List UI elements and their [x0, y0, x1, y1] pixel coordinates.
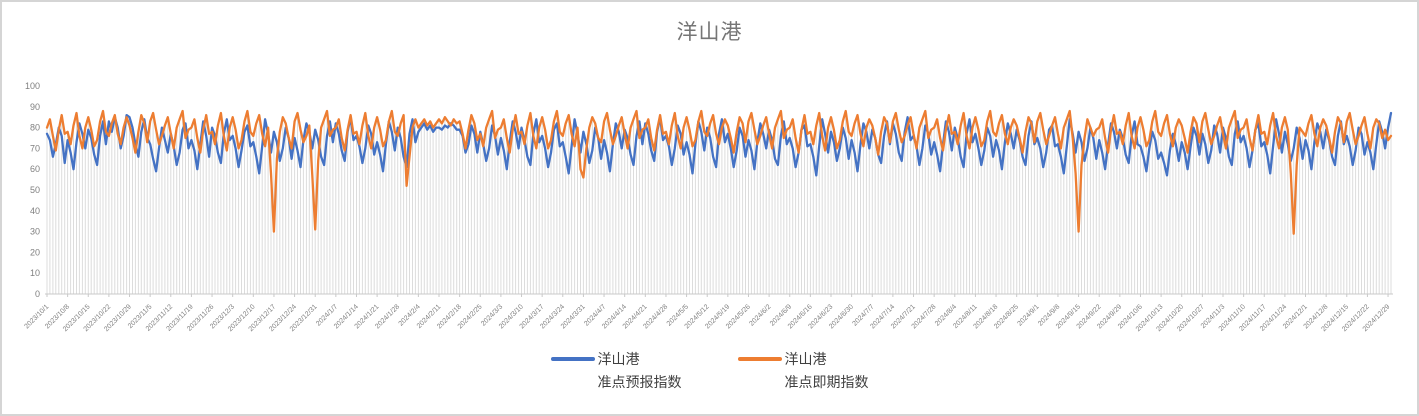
y-tick-label: 20 — [30, 247, 40, 257]
y-tick-label: 70 — [30, 143, 40, 153]
legend-label-forecast-line1: 洋山港 — [597, 351, 640, 367]
y-tick-label: 40 — [30, 206, 40, 216]
y-tick-label: 100 — [25, 81, 40, 91]
drop-lines — [46, 111, 1392, 294]
legend-label-spot-line2: 准点即期指数 — [784, 374, 869, 390]
y-tick-label: 10 — [30, 268, 40, 278]
y-tick-label: 30 — [30, 227, 40, 237]
y-tick-label: 50 — [30, 185, 40, 195]
legend-line-swatch-forecast — [550, 357, 595, 361]
legend-item-forecast: 洋山港 准点预报指数 — [550, 348, 682, 394]
x-axis-labels: 2023/10/12023/10/82023/10/152023/10/2220… — [23, 303, 1391, 333]
legend-label-spot: 洋山港 准点即期指数 — [785, 348, 869, 394]
y-tick-label: 80 — [30, 123, 40, 133]
legend-label-forecast-line2: 准点预报指数 — [597, 374, 682, 390]
y-tick-label: 60 — [30, 164, 40, 174]
y-tick-label: 90 — [30, 102, 40, 112]
legend-label-spot-line1: 洋山港 — [784, 351, 827, 367]
y-axis-labels: 0 10 20 30 40 50 60 70 80 90 100 — [25, 81, 40, 299]
series-line-forecast — [45, 111, 1393, 177]
legend-item-spot: 洋山港 准点即期指数 — [737, 348, 869, 394]
y-tick-label: 0 — [35, 289, 40, 299]
x-axis-ticks — [46, 294, 1389, 297]
legend: 洋山港准点预报指数 洋山港准点即期指数 — [2, 348, 1417, 394]
chart-title: 洋山港 — [676, 21, 743, 44]
legend-label-forecast: 洋山港 准点预报指数 — [598, 348, 682, 394]
series-line-spot — [45, 109, 1393, 235]
legend-line-swatch-spot — [737, 357, 782, 361]
